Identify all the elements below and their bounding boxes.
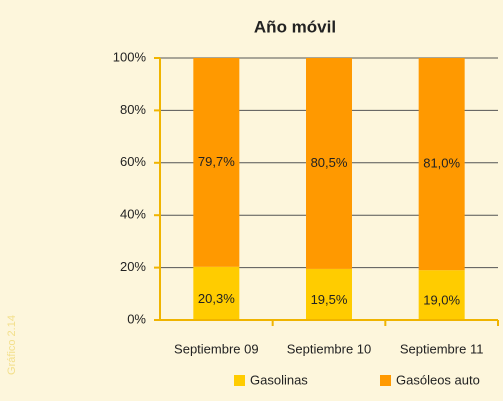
x-tick-label: Septiembre 09 [174,341,259,356]
bar-segment [306,268,352,320]
chart-title: Año móvil [254,17,336,36]
bar-segment [193,266,240,320]
y-tick-label: 0% [127,311,146,326]
bar-segment [418,58,465,271]
x-tick-label: Septiembre 11 [400,341,484,356]
data-label: 81,0% [423,156,460,171]
y-tick-label: 20% [120,259,146,274]
x-tick-label: Septiembre 10 [287,341,372,356]
data-label: 19,0% [423,293,460,308]
legend-label: Gasóleos auto [396,372,480,387]
legend-swatch [234,375,245,386]
data-label: 20,3% [198,291,235,306]
bar-segment [193,58,240,267]
y-tick-label: 80% [120,102,146,117]
bar-segment [418,270,465,320]
y-tick-label: 100% [113,49,147,64]
legend-label: Gasolinas [250,372,308,387]
data-label: 80,5% [311,155,348,170]
bar-segment [306,58,352,269]
data-label: 19,5% [311,292,348,307]
figure-label: Gráfico 2.14 [6,315,18,375]
y-tick-label: 40% [120,207,146,222]
y-tick-label: 60% [120,154,146,169]
data-label: 79,7% [198,154,235,169]
legend-swatch [380,375,391,386]
